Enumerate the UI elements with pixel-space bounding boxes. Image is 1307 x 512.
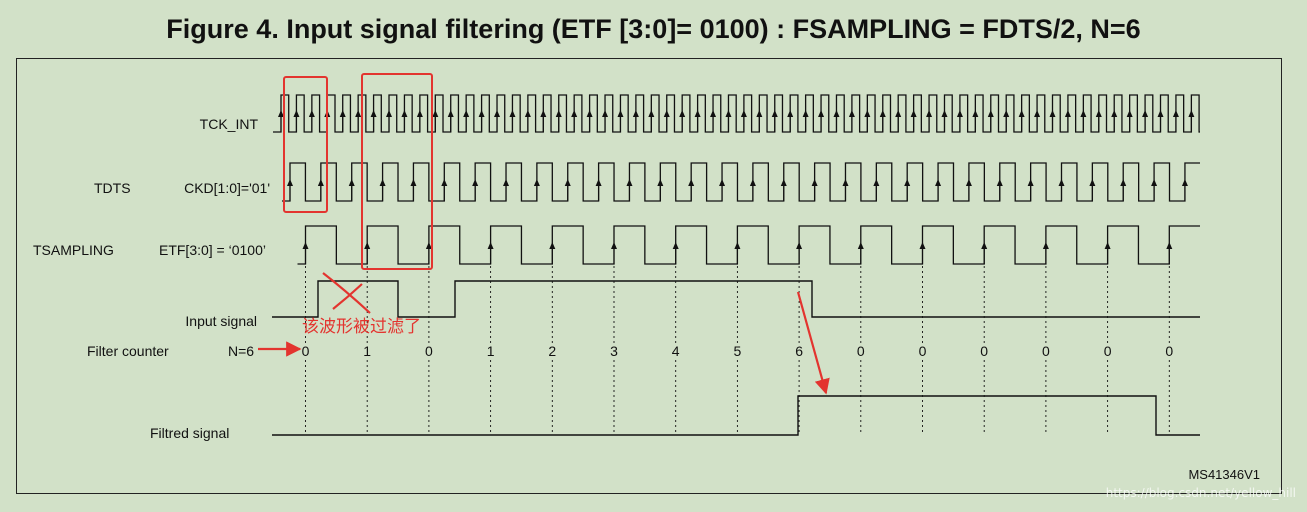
figure-title: Figure 4. Input signal filtering (ETF [3…: [166, 14, 1141, 44]
counter-value: 0: [1104, 343, 1112, 359]
input-signal-label: Input signal: [185, 313, 257, 329]
sample-guide-lines: [305, 266, 1170, 435]
counter-value: 0: [1165, 343, 1173, 359]
tck-int-label: TCK_INT: [200, 116, 259, 132]
counter-value: 0: [302, 343, 310, 359]
tsamp-line: [297, 225, 1200, 265]
etf-label: ETF[3:0] = ‘0100’: [159, 242, 266, 258]
counter-value: 0: [857, 343, 865, 359]
counter-value: 0: [980, 343, 988, 359]
filtred-signal-label: Filtred signal: [150, 425, 229, 441]
n-label: N=6: [228, 343, 254, 359]
tsampling-label: TSAMPLING: [33, 242, 114, 258]
tdts-waveform: [282, 162, 1200, 202]
tck-line: [273, 94, 1200, 133]
counter-value: 1: [487, 343, 495, 359]
counter-value: 6: [795, 343, 803, 359]
input-signal-waveform: [272, 280, 1200, 318]
counter-value: 3: [610, 343, 618, 359]
cross-mark-icon: [322, 272, 371, 314]
counter-value: 0: [425, 343, 433, 359]
tsampling-waveform: [297, 225, 1200, 265]
counter-value: 0: [1042, 343, 1050, 359]
tck-int-waveform: [273, 94, 1200, 133]
counter-value: 0: [919, 343, 927, 359]
filter-counter-label: Filter counter: [87, 343, 169, 359]
watermark-text: https://blog.csdn.net/yellow_hill: [1106, 486, 1296, 500]
tdts-line: [282, 162, 1200, 202]
filtred-signal-waveform: [272, 395, 1200, 436]
counter-to-output-arrow-icon: [796, 291, 830, 395]
highlight-box-tdts: [283, 76, 328, 213]
highlight-box-tsampling: [361, 73, 433, 270]
figure-code: MS41346V1: [1188, 467, 1260, 482]
filtered-annotation: 该波形被过滤了: [302, 317, 421, 337]
counter-value: 1: [363, 343, 371, 359]
tdts-label: TDTS: [94, 180, 131, 196]
counter-value: 2: [548, 343, 556, 359]
filter-counter-values: 0 1 0 1 2 3 4 5 6 0 0 0 0 0 0: [302, 343, 1174, 359]
counter-value: 4: [672, 343, 680, 359]
diagram-frame: [16, 58, 1282, 494]
counter-value: 5: [734, 343, 742, 359]
ckd-label: CKD[1:0]='01': [184, 180, 270, 196]
